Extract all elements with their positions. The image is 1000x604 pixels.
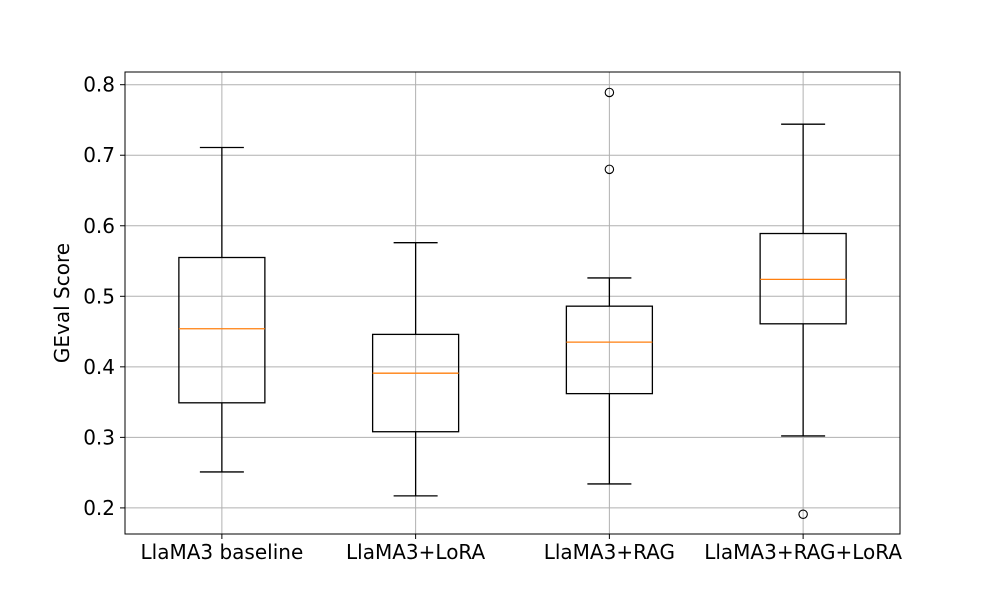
box-group	[371, 242, 460, 497]
x-tick-label: LlaMA3+RAG	[544, 540, 675, 564]
box-group	[565, 87, 654, 485]
iqr-box	[565, 305, 654, 395]
iqr-box	[759, 232, 847, 325]
y-tick-label: 0.2	[83, 496, 115, 520]
box-group	[178, 146, 266, 473]
y-tick-label: 0.8	[83, 73, 115, 97]
box-series	[178, 87, 847, 520]
iqr-box	[178, 256, 266, 404]
iqr-box	[371, 333, 460, 433]
y-tick-label: 0.5	[83, 284, 115, 308]
x-tick-label: LlaMA3 baseline	[141, 540, 304, 564]
x-tick-label: LlaMA3+RAG+LoRA	[704, 540, 902, 564]
plot-area-frame	[124, 71, 901, 535]
axes: 0.2 0.3 0.4 0.5 0.6 0.7 0.8 LlaMA3 baseline LlaM…	[83, 73, 902, 564]
grid-lines	[125, 72, 900, 534]
outlier-point	[604, 87, 615, 98]
y-axis-label: GEval Score	[50, 243, 74, 363]
outlier-point	[604, 164, 615, 175]
y-tick-label: 0.3	[83, 425, 115, 449]
x-tick-label: LlaMA3+LoRA	[346, 540, 485, 564]
y-tick-label: 0.7	[83, 143, 115, 167]
box-group	[759, 123, 847, 520]
y-tick-label: 0.6	[83, 214, 115, 238]
outlier-point	[798, 509, 808, 520]
y-tick-label: 0.4	[83, 355, 115, 379]
